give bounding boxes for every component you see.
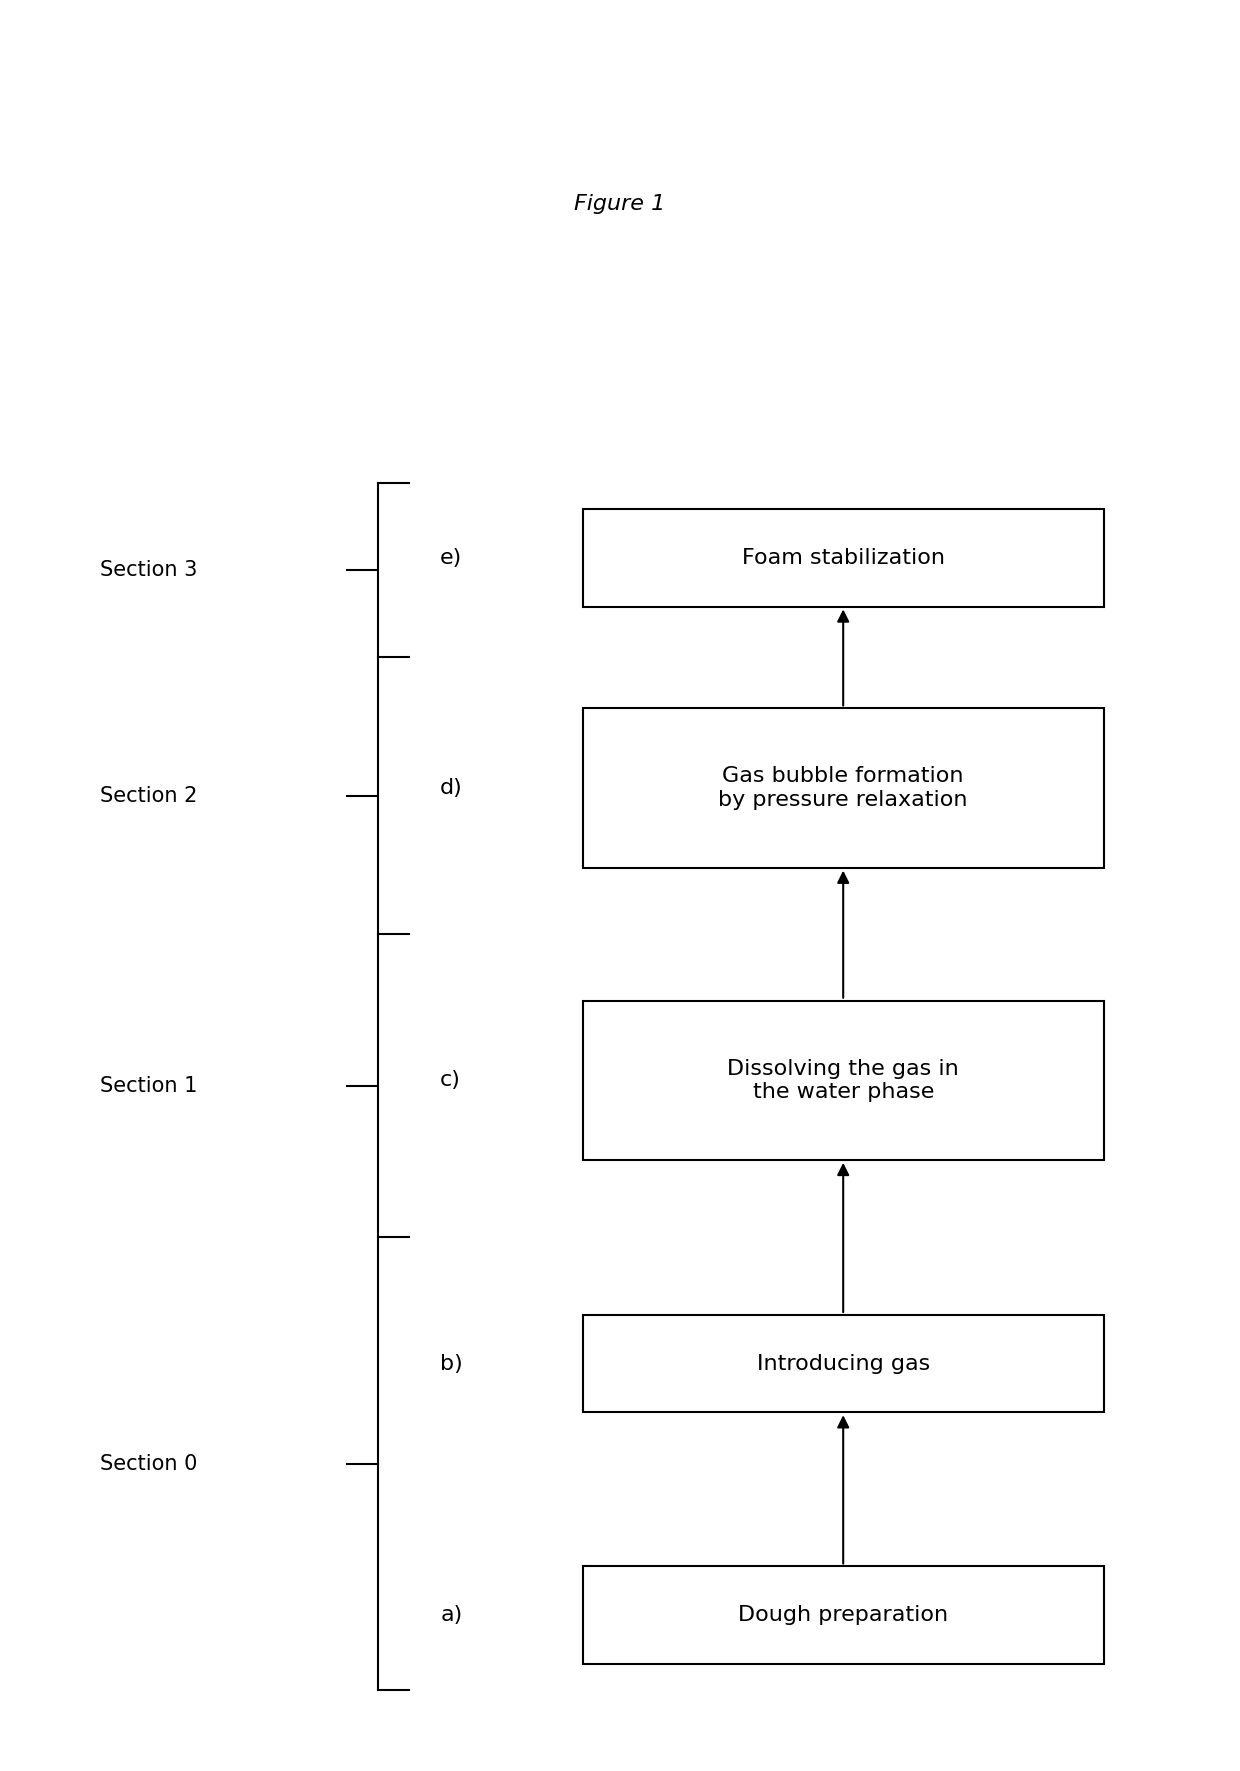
Text: e): e)	[440, 547, 463, 568]
Text: Section 2: Section 2	[100, 786, 197, 806]
Text: Section 3: Section 3	[100, 560, 197, 581]
FancyBboxPatch shape	[583, 708, 1104, 868]
Text: c): c)	[440, 1070, 461, 1091]
Text: Dissolving the gas in
the water phase: Dissolving the gas in the water phase	[728, 1059, 959, 1102]
Text: Gas bubble formation
by pressure relaxation: Gas bubble formation by pressure relaxat…	[718, 767, 968, 809]
Text: Foam stabilization: Foam stabilization	[742, 547, 945, 568]
Text: Introducing gas: Introducing gas	[756, 1353, 930, 1374]
FancyBboxPatch shape	[583, 1567, 1104, 1665]
Text: d): d)	[440, 777, 463, 799]
Text: b): b)	[440, 1353, 463, 1374]
FancyBboxPatch shape	[583, 1001, 1104, 1160]
Text: Figure 1: Figure 1	[574, 193, 666, 214]
FancyBboxPatch shape	[583, 1314, 1104, 1413]
Text: a): a)	[440, 1605, 463, 1626]
Text: Dough preparation: Dough preparation	[738, 1605, 949, 1626]
Text: Section 0: Section 0	[100, 1454, 197, 1473]
Text: Section 1: Section 1	[100, 1075, 197, 1096]
FancyBboxPatch shape	[583, 508, 1104, 606]
